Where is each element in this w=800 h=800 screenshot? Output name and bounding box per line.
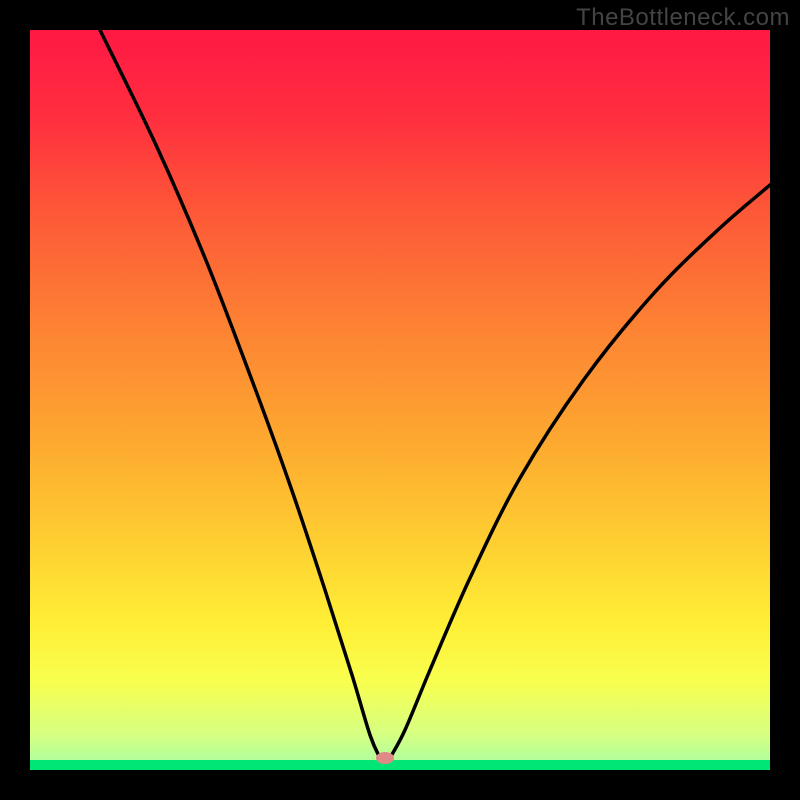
bottleneck-curve: [30, 30, 770, 770]
curve-minimum-marker: [376, 752, 394, 764]
canvas: TheBottleneck.com: [0, 0, 800, 800]
chart-frame: [30, 30, 770, 770]
watermark-text: TheBottleneck.com: [576, 4, 790, 32]
